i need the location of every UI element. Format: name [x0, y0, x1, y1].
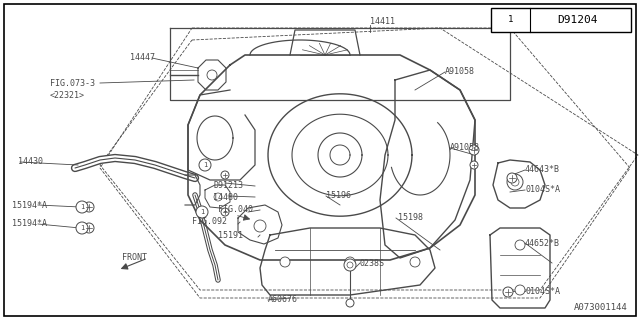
Text: D91204: D91204 [557, 15, 598, 25]
Text: FRONT: FRONT [122, 253, 147, 262]
Circle shape [214, 193, 222, 201]
Circle shape [84, 202, 94, 212]
Text: D91213: D91213 [213, 181, 243, 190]
Text: 15191: 15191 [218, 230, 243, 239]
Text: FIG.040: FIG.040 [218, 205, 253, 214]
Circle shape [503, 287, 513, 297]
Bar [491, 8, 631, 32]
Circle shape [345, 257, 355, 267]
Circle shape [504, 13, 518, 27]
Circle shape [507, 173, 517, 183]
Text: <22321>: <22321> [50, 92, 85, 100]
Circle shape [84, 223, 94, 233]
Text: 1: 1 [508, 15, 513, 25]
Circle shape [221, 208, 229, 216]
Text: 15196: 15196 [326, 191, 351, 201]
Text: FIG.092: FIG.092 [192, 218, 227, 227]
Text: 14480: 14480 [213, 193, 238, 202]
Circle shape [410, 257, 420, 267]
Circle shape [207, 70, 217, 80]
Text: 44643*B: 44643*B [525, 165, 560, 174]
Text: 14411: 14411 [370, 18, 395, 27]
Text: A60676: A60676 [268, 295, 298, 305]
Text: 0104S*A: 0104S*A [525, 186, 560, 195]
Text: 15194*A: 15194*A [12, 220, 47, 228]
Circle shape [76, 201, 88, 213]
Circle shape [469, 145, 479, 155]
Text: 44652*B: 44652*B [525, 238, 560, 247]
Text: 1: 1 [203, 162, 207, 168]
Text: FIG.073-3: FIG.073-3 [50, 78, 95, 87]
Circle shape [511, 178, 519, 186]
Text: A91058: A91058 [450, 143, 480, 153]
Text: 1: 1 [200, 209, 204, 215]
Circle shape [221, 171, 229, 179]
Circle shape [507, 174, 523, 190]
Circle shape [280, 257, 290, 267]
Text: 0104S*A: 0104S*A [525, 286, 560, 295]
Text: 14447: 14447 [130, 53, 155, 62]
Circle shape [346, 299, 354, 307]
Circle shape [515, 240, 525, 250]
Circle shape [515, 285, 525, 295]
Text: A073001144: A073001144 [574, 303, 628, 313]
Circle shape [347, 262, 353, 268]
Text: 15198: 15198 [398, 213, 423, 222]
Text: 14430: 14430 [18, 157, 43, 166]
Text: A91058: A91058 [445, 68, 475, 76]
Text: 1: 1 [80, 225, 84, 231]
Circle shape [196, 206, 208, 218]
Text: 1: 1 [80, 204, 84, 210]
Circle shape [254, 220, 266, 232]
Text: 15194*A: 15194*A [12, 201, 47, 210]
Circle shape [76, 222, 88, 234]
Text: 0238S: 0238S [360, 259, 385, 268]
Circle shape [470, 161, 478, 169]
Circle shape [199, 159, 211, 171]
Circle shape [344, 259, 356, 271]
